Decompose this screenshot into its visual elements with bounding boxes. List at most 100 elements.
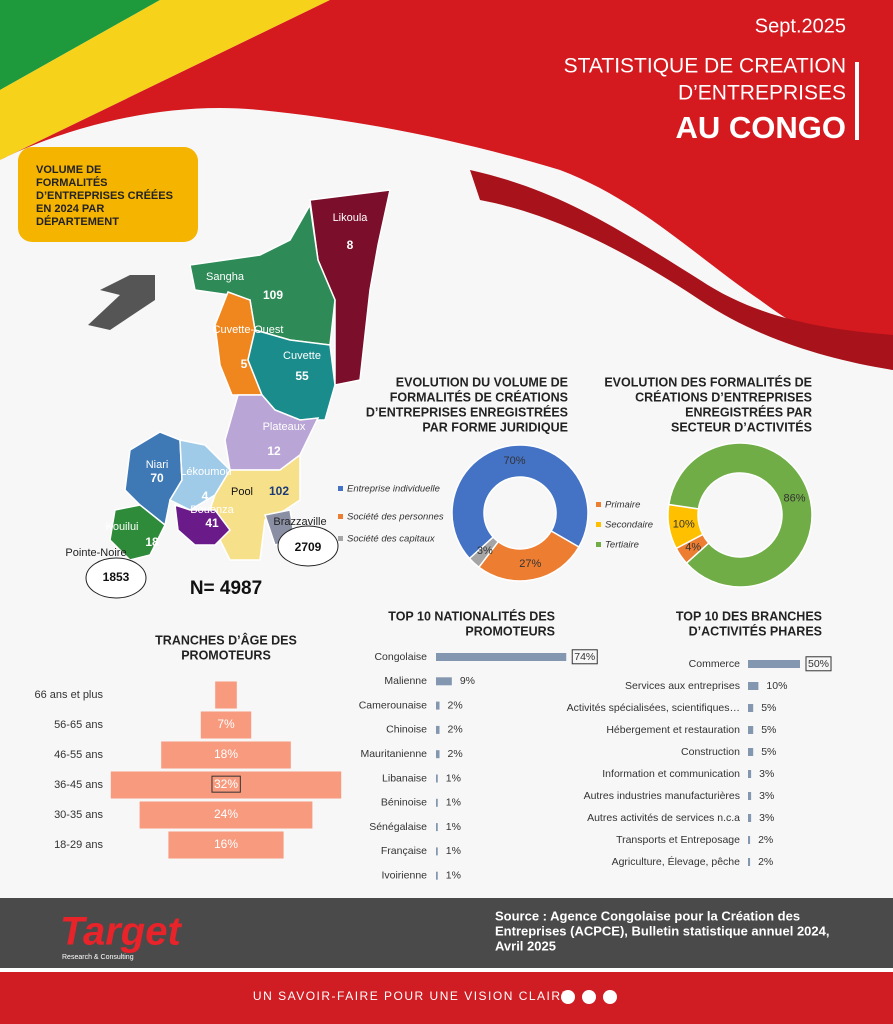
category-label: Information et communication xyxy=(602,768,740,780)
title-strong: AU CONGO xyxy=(676,110,847,145)
legend-label: Société des capitaux xyxy=(347,534,436,545)
bar xyxy=(436,823,438,832)
region-kouilou xyxy=(109,504,166,561)
data-label: 2% xyxy=(448,724,463,736)
social-icon[interactable] xyxy=(582,990,596,1004)
data-label: 1% xyxy=(446,772,461,784)
region-value: 41 xyxy=(205,516,219,530)
bar xyxy=(748,726,754,734)
logo-sub: Research & Consulting xyxy=(62,954,134,961)
bar xyxy=(748,792,752,800)
legend-swatch xyxy=(596,522,601,527)
data-label: 1% xyxy=(446,869,461,881)
region-value: 70 xyxy=(150,471,164,485)
region-value: 18 xyxy=(145,535,159,549)
data-label: 2% xyxy=(448,748,463,760)
bar xyxy=(436,725,440,734)
category-label: Construction xyxy=(681,746,740,758)
bar xyxy=(748,836,751,844)
bar xyxy=(200,711,252,739)
data-label: 86% xyxy=(784,492,806,504)
map-title: VOLUME DE xyxy=(36,164,101,176)
map xyxy=(109,189,391,561)
region-lekoumou xyxy=(168,439,231,511)
chart-title: D’ENTREPRISES ENREGISTRÉES xyxy=(366,404,568,419)
map-title: EN 2024 PAR xyxy=(36,203,104,215)
category-label: Sénégalaise xyxy=(369,821,427,833)
title-rule xyxy=(855,62,859,140)
data-label: 16% xyxy=(214,837,238,851)
category-label: Congolaise xyxy=(374,651,427,663)
category-label: Mauritanienne xyxy=(360,748,427,760)
legend-swatch xyxy=(596,542,601,547)
legend-label: Société des personnes xyxy=(347,512,444,523)
data-label: 2% xyxy=(448,699,463,711)
data-label: 32% xyxy=(214,777,238,791)
data-label: 5% xyxy=(761,746,776,758)
date: Sept.2025 xyxy=(755,15,846,37)
category-label: Malienne xyxy=(384,675,427,687)
data-label: 10% xyxy=(766,680,787,692)
category-label: Autres activités de services n.c.a xyxy=(587,812,740,824)
data-label: 74% xyxy=(574,651,595,663)
chart-title: EVOLUTION DU VOLUME DE xyxy=(396,375,568,389)
region-name: Brazzaville xyxy=(273,516,326,528)
bar xyxy=(748,682,759,690)
category-label: 18-29 ans xyxy=(54,839,103,851)
donut-segment xyxy=(667,442,813,588)
legend-swatch xyxy=(596,502,601,507)
social-icon[interactable] xyxy=(561,990,575,1004)
region-value: 8 xyxy=(347,238,354,252)
bar xyxy=(748,704,754,712)
label-box xyxy=(571,649,598,665)
arrow xyxy=(88,275,155,330)
legend-swatch xyxy=(338,536,343,541)
bar xyxy=(161,741,291,769)
category-label: 56-65 ans xyxy=(54,719,103,731)
bar xyxy=(168,831,284,859)
region-name: Niari xyxy=(146,459,169,471)
region-name: Sangha xyxy=(206,271,245,283)
legend-label: Secondaire xyxy=(605,520,653,531)
legend-label: Entreprise individuelle xyxy=(347,484,440,495)
data-label: 1% xyxy=(446,845,461,857)
category-label: Béninoise xyxy=(381,797,427,809)
social-icon[interactable] xyxy=(603,990,617,1004)
data-label: 24% xyxy=(214,807,238,821)
bar xyxy=(436,677,452,686)
footer-band xyxy=(0,898,893,968)
bar xyxy=(436,871,438,880)
chart-title: PROMOTEURS xyxy=(465,624,555,638)
category-label: Commerce xyxy=(689,658,741,670)
region-name: Plateaux xyxy=(263,421,306,433)
bar xyxy=(748,858,751,866)
category-label: 30-35 ans xyxy=(54,809,103,821)
flag-fold xyxy=(470,170,893,370)
label-box xyxy=(211,775,241,793)
category-label: Libanaise xyxy=(382,772,427,784)
chart-title: PROMOTEURS xyxy=(181,648,271,662)
logo: Target xyxy=(60,910,182,954)
category-label: 46-55 ans xyxy=(54,749,103,761)
category-label: Transports et Entreposage xyxy=(616,834,740,846)
legend-swatch xyxy=(338,514,343,519)
region-name: Likoula xyxy=(333,212,369,224)
footer-gap xyxy=(0,968,893,972)
source: Source : Agence Congolaise pour la Créat… xyxy=(495,908,800,923)
category-label: 36-45 ans xyxy=(54,779,103,791)
data-label: 1% xyxy=(446,821,461,833)
chart-title: PAR FORME JURIDIQUE xyxy=(422,420,568,434)
chart-title: CRÉATIONS D’ENTREPRISES xyxy=(635,389,812,404)
region-value: 102 xyxy=(269,484,289,498)
category-label: Camerounaise xyxy=(359,699,427,711)
region-bouenza xyxy=(174,503,231,546)
bar xyxy=(748,660,800,668)
map-title-box xyxy=(18,147,198,242)
region-value: 5 xyxy=(241,357,248,371)
category-label: Agriculture, Élevage, pêche xyxy=(612,855,741,868)
tagline: UN SAVOIR-FAIRE POUR UNE VISION CLAIRE xyxy=(253,989,571,1003)
data-label: 4% xyxy=(685,541,701,553)
legend-label: Tertiaire xyxy=(605,540,639,551)
data-label: 3% xyxy=(477,545,493,557)
